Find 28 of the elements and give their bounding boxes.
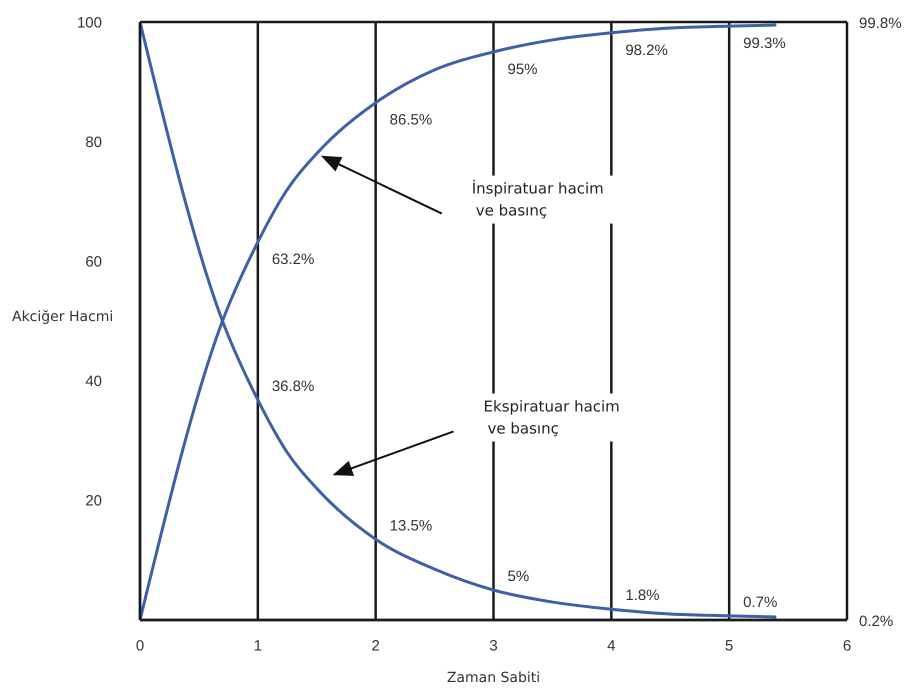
x-tick-label: 4 [607,638,616,655]
y-tick-label: 100 [76,14,102,32]
data-label: 5% [508,568,530,586]
data-label: 98.2% [625,42,668,59]
x-tick-label: 0 [136,638,144,655]
x-tick-label: 5 [724,638,734,655]
data-label: 0.7% [743,594,778,611]
text: 0.2% [859,613,894,630]
data-label: 86.5% [390,112,432,129]
annotation: Ekspiratuar hacim ve basınç [484,397,620,438]
data-label: 63.2% [272,251,314,268]
x-tick-label: 1 [254,638,262,655]
data-label: 13.5% [390,517,432,534]
y-tick-label: 60 [85,254,102,271]
y-tick-label: 80 [85,134,102,151]
x-tick-label: 6 [842,638,852,655]
text: 99.8% [859,15,902,32]
data-label: 36.8% [272,378,314,395]
x-tick-label: 2 [371,638,380,655]
x-axis-title: Zaman Sabiti [446,670,540,686]
data-label: 99.3% [743,35,786,52]
data-label: 1.8% [625,587,660,604]
x-tick-label: 3 [489,638,498,655]
annotation: İnspiratuar hacim ve basınç [472,180,604,220]
y-tick-label: 20 [85,492,102,510]
y-tick-label: 40 [85,373,102,390]
data-label: 95% [508,60,538,78]
y-axis-title: Akciğer Hacmi [12,309,114,325]
